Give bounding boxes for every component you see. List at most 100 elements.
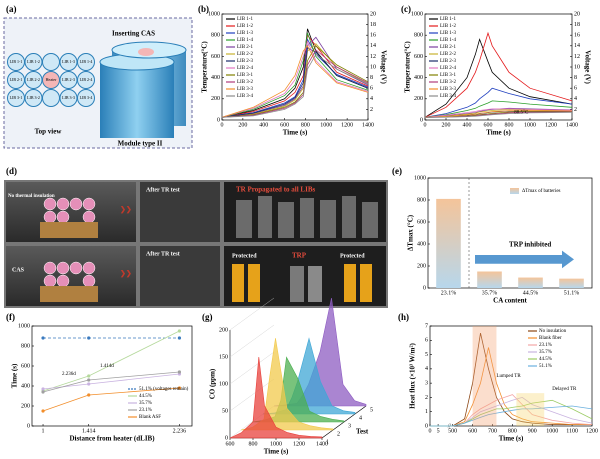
legend-label: LIB 3-2 bbox=[237, 80, 253, 85]
x-tick-label: 1 bbox=[42, 428, 45, 434]
photo-text: After TR test bbox=[146, 251, 180, 257]
series-line bbox=[430, 405, 593, 427]
y2-tick-label: 8 bbox=[574, 75, 577, 81]
y-tick-label: 0 bbox=[27, 423, 30, 429]
series-line bbox=[424, 107, 573, 118]
y2-tick-label: 16 bbox=[574, 33, 580, 39]
cell-label: LIB 3-2 bbox=[27, 95, 40, 100]
grid-line bbox=[229, 324, 275, 358]
photo bbox=[140, 246, 220, 306]
legend-label: 51.1% bbox=[539, 364, 552, 369]
annotation: Delayed TR bbox=[552, 387, 577, 392]
x-tick-label: 800 bbox=[249, 441, 258, 447]
x-axis-label: Time (s) bbox=[499, 435, 524, 443]
shade bbox=[516, 393, 545, 426]
cell-base bbox=[40, 286, 98, 302]
legend-swatch bbox=[510, 188, 519, 194]
schematic-text: Top view bbox=[35, 128, 63, 136]
y2-tick-label: 2 bbox=[574, 107, 577, 113]
plot-frame bbox=[427, 177, 593, 289]
panel-label: (f) bbox=[6, 312, 15, 322]
plot-frame bbox=[429, 325, 593, 427]
x-tick-label: 1000 bbox=[320, 122, 332, 128]
y2-tick-label: 4 bbox=[574, 96, 577, 102]
y2-tick-label: 18 bbox=[370, 22, 376, 28]
y-tick-label: 600 bbox=[417, 219, 426, 225]
x-tick-label: 0 bbox=[429, 428, 432, 434]
y2-tick-label: 12 bbox=[370, 54, 376, 60]
y-axis-label: Temperature(°C) bbox=[404, 41, 412, 93]
photo-text: Protected bbox=[340, 253, 365, 259]
plot-frame bbox=[31, 325, 193, 427]
series-line bbox=[430, 333, 592, 427]
x-tick-label: 200 bbox=[238, 122, 247, 128]
panel-label: (e) bbox=[392, 166, 402, 176]
y2-tick-label: 4 bbox=[370, 96, 373, 102]
series-line bbox=[221, 32, 369, 118]
legend-label: LIB 1-2 bbox=[237, 24, 253, 29]
y-tick-label: 800 bbox=[417, 197, 426, 203]
series-line bbox=[424, 110, 573, 118]
burnt-cells bbox=[236, 196, 378, 238]
cell-base bbox=[40, 222, 98, 238]
legend-label: LIB 1-1 bbox=[237, 17, 253, 22]
series-line bbox=[221, 47, 369, 118]
legend-label: LIB 3-1 bbox=[440, 73, 456, 78]
legend-label: LIB 2-1 bbox=[237, 45, 253, 50]
cell bbox=[77, 53, 95, 71]
x-tick-label: 600 bbox=[226, 441, 235, 447]
arrow: ❯❯ bbox=[120, 206, 132, 214]
y2-tick-label: 12 bbox=[574, 54, 580, 60]
x-tick-label: 23.1% bbox=[441, 290, 457, 296]
annotation: Lumped TR bbox=[496, 374, 521, 379]
y-tick-label: 0 bbox=[425, 423, 428, 429]
y2-tick-label: 8 bbox=[370, 75, 373, 81]
y-tick-label: 200 bbox=[21, 403, 30, 409]
y-tick-label: 400 bbox=[21, 383, 30, 389]
legend-label: LIB 2-4 bbox=[237, 66, 253, 71]
y2-tick-label: 2 bbox=[370, 107, 373, 113]
panel-label: (b) bbox=[198, 4, 209, 14]
y-tick-label: 7 bbox=[425, 323, 428, 329]
x-tick-label: 800 bbox=[508, 428, 517, 434]
legend-label: LIB 3-4 bbox=[440, 94, 456, 99]
y2-tick-label: 16 bbox=[370, 33, 376, 39]
x-tick-label: 1200 bbox=[293, 441, 305, 447]
legend-label: LIB 3-1 bbox=[237, 73, 253, 78]
photo-text: After TR test bbox=[146, 187, 180, 193]
series-line bbox=[424, 108, 573, 118]
y-tick-label: 600 bbox=[21, 363, 30, 369]
y-tick-label: 1000 bbox=[411, 11, 423, 17]
series-marker bbox=[177, 329, 182, 333]
legend-label: LIB 3-3 bbox=[440, 87, 456, 92]
y-axis-label: Temperature(°C) bbox=[201, 41, 209, 93]
series-line bbox=[221, 43, 369, 118]
y-tick-label: 1000 bbox=[208, 11, 220, 17]
panel-label: (c) bbox=[401, 4, 411, 14]
legend-label: 51.1% (voltages remain) bbox=[139, 387, 189, 392]
legend-label: Blank fiber bbox=[539, 336, 562, 341]
y-tick-label: 800 bbox=[211, 33, 220, 39]
cells bbox=[43, 197, 96, 288]
series-marker bbox=[87, 378, 91, 382]
y-tick-label: 2 bbox=[425, 395, 428, 401]
y-tick-label: 600 bbox=[211, 54, 220, 60]
cell-label: LIB 2-2 bbox=[27, 77, 40, 82]
x-tick-label: 51.1% bbox=[564, 290, 580, 296]
y2-tick-label: 20 bbox=[574, 11, 580, 17]
x-tick-label: 1400 bbox=[316, 441, 328, 447]
y-tick-label: 1000 bbox=[18, 323, 30, 329]
z-axis-label: Test bbox=[356, 428, 369, 436]
series-line bbox=[221, 45, 369, 118]
series-line bbox=[424, 108, 573, 118]
y-tick-label: 400 bbox=[211, 75, 220, 81]
legend-label: 44.5% bbox=[139, 394, 152, 399]
y-tick-label: 3 bbox=[425, 381, 428, 387]
panel-label: (g) bbox=[202, 312, 213, 322]
y2-axis-label: Voltage (V) bbox=[583, 50, 591, 84]
x-tick-label: 1000 bbox=[524, 122, 536, 128]
y-tick-label: 4 bbox=[425, 366, 428, 372]
photo bbox=[140, 182, 220, 242]
y-tick-label: 5 bbox=[425, 352, 428, 358]
bar bbox=[518, 277, 543, 288]
